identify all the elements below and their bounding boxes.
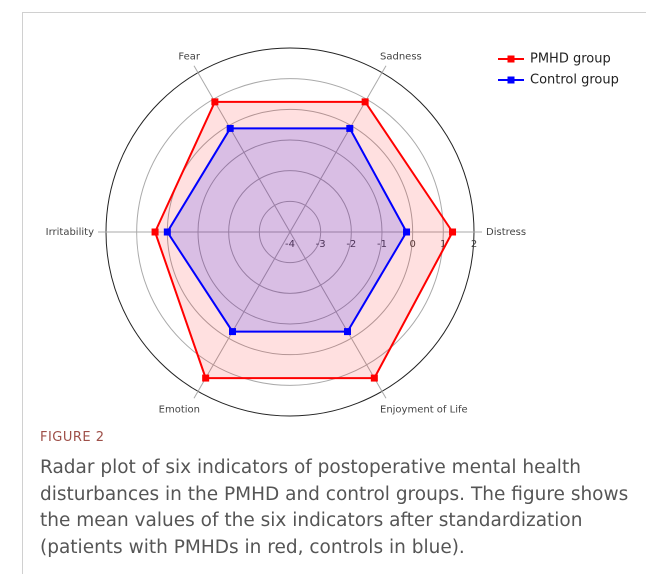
series-point: [403, 228, 411, 236]
r-tick-label: -2: [346, 239, 356, 250]
r-tick-label: -1: [377, 239, 387, 250]
category-label: Distress: [486, 227, 526, 238]
r-tick-label: 2: [471, 239, 477, 250]
series-point: [211, 98, 219, 106]
series-point: [202, 374, 210, 382]
series-point: [344, 328, 351, 336]
legend-label: Control group: [530, 73, 619, 88]
series-point: [163, 228, 171, 236]
category-label: Sadness: [380, 51, 422, 62]
legend-marker: [507, 76, 515, 84]
series-point: [449, 228, 457, 236]
series-point: [361, 98, 369, 106]
legend-marker: [507, 55, 515, 63]
series-point: [370, 374, 378, 382]
category-label: Enjoyment of Life: [380, 405, 468, 416]
series-point: [346, 124, 354, 132]
spoke: [193, 231, 291, 399]
legend-label: PMHD group: [530, 52, 611, 67]
figure-frame: [22, 12, 646, 574]
category-label: Emotion: [159, 405, 200, 416]
r-tick-label: 1: [440, 239, 446, 250]
figure-label: FIGURE 2: [40, 430, 105, 445]
chart: Distress Sadness Fear Irritability Emotion En…: [46, 47, 619, 417]
series-point: [151, 228, 159, 236]
r-tick-label: 0: [409, 239, 415, 250]
r-tick-label: -3: [316, 239, 326, 250]
spoke: [289, 65, 387, 233]
figure-caption: Radar plot of six indicators of postoper…: [40, 457, 629, 558]
spoke: [289, 231, 387, 399]
series-point: [229, 328, 236, 336]
series-point: [226, 124, 234, 132]
category-label: Fear: [178, 51, 200, 62]
spoke: [193, 65, 291, 233]
r-tick-label: -4: [285, 239, 295, 250]
category-label: Irritability: [46, 227, 94, 238]
